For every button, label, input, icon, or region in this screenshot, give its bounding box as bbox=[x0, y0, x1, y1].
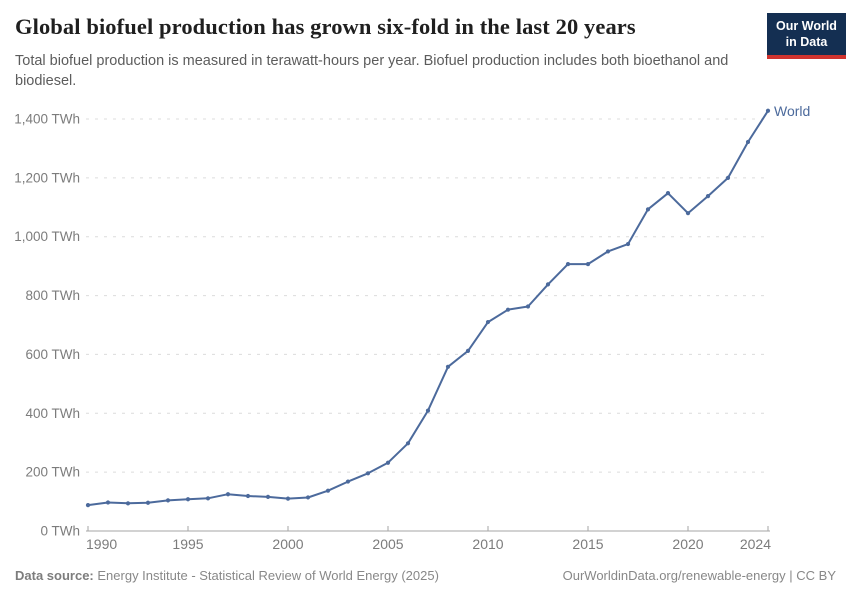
chart-footer: Data source: Energy Institute - Statisti… bbox=[15, 568, 836, 583]
owid-logo-line2: in Data bbox=[785, 34, 828, 49]
x-axis-tick-label: 2010 bbox=[472, 536, 503, 552]
data-point-marker[interactable] bbox=[145, 500, 151, 505]
data-point-marker[interactable] bbox=[185, 497, 191, 502]
data-point-marker[interactable] bbox=[765, 108, 771, 113]
chart-subtitle: Total biofuel production is measured in … bbox=[15, 53, 729, 89]
data-point-marker[interactable] bbox=[525, 304, 531, 309]
owid-logo[interactable]: Our World in Data bbox=[767, 13, 846, 60]
chart-title: Global biofuel production has grown six-… bbox=[15, 14, 636, 39]
y-axis-tick-label: 600 TWh bbox=[25, 347, 80, 362]
y-axis-tick-label: 1,000 TWh bbox=[14, 229, 80, 244]
world-series-line[interactable] bbox=[87, 109, 769, 507]
data-point-marker[interactable] bbox=[725, 175, 731, 180]
x-axis-tick-label: 2005 bbox=[372, 536, 403, 552]
y-axis-tick-label: 0 TWh bbox=[40, 524, 80, 539]
owid-logo-line1: Our World bbox=[776, 19, 837, 33]
data-point-marker[interactable] bbox=[205, 496, 211, 501]
y-axis-tick-label: 800 TWh bbox=[25, 288, 80, 303]
data-point-marker[interactable] bbox=[325, 488, 331, 493]
data-point-marker[interactable] bbox=[285, 496, 291, 501]
data-point-marker[interactable] bbox=[85, 503, 91, 508]
data-point-marker[interactable] bbox=[105, 500, 111, 505]
x-axis-tick-label: 2020 bbox=[672, 536, 703, 552]
data-point-marker[interactable] bbox=[305, 495, 311, 500]
x-axis-tick-label: 2015 bbox=[572, 536, 603, 552]
data-point-marker[interactable] bbox=[485, 319, 491, 325]
data-point-marker[interactable] bbox=[565, 261, 571, 267]
data-point-marker[interactable] bbox=[405, 441, 411, 446]
data-point-marker[interactable] bbox=[465, 348, 471, 353]
x-axis-tick-label: 1990 bbox=[86, 536, 117, 552]
data-point-marker[interactable] bbox=[505, 307, 511, 312]
data-point-marker[interactable] bbox=[425, 408, 431, 413]
data-point-marker[interactable] bbox=[385, 460, 391, 465]
y-axis-tick-label: 1,400 TWh bbox=[14, 112, 80, 127]
y-axis-tick-label: 400 TWh bbox=[25, 406, 80, 421]
y-axis-tick-label: 200 TWh bbox=[25, 465, 80, 480]
data-point-marker[interactable] bbox=[705, 194, 711, 199]
data-point-marker[interactable] bbox=[125, 501, 131, 506]
data-point-marker[interactable] bbox=[365, 471, 371, 476]
x-axis-tick-label: 2000 bbox=[272, 536, 303, 552]
data-point-marker[interactable] bbox=[165, 498, 171, 503]
data-source-label: Data source: bbox=[15, 568, 94, 583]
data-point-marker[interactable] bbox=[685, 211, 691, 216]
data-point-marker[interactable] bbox=[625, 241, 631, 247]
data-source: Data source: Energy Institute - Statisti… bbox=[15, 568, 439, 583]
data-source-text: Energy Institute - Statistical Review of… bbox=[97, 568, 439, 583]
data-point-marker[interactable] bbox=[585, 261, 591, 267]
data-point-marker[interactable] bbox=[225, 492, 231, 497]
data-point-marker[interactable] bbox=[545, 282, 551, 287]
data-point-marker[interactable] bbox=[605, 249, 611, 254]
data-point-marker[interactable] bbox=[265, 494, 271, 499]
data-point-marker[interactable] bbox=[645, 207, 651, 212]
data-point-marker[interactable] bbox=[345, 479, 351, 484]
y-axis-tick-label: 1,200 TWh bbox=[14, 170, 80, 185]
data-point-marker[interactable] bbox=[665, 191, 671, 196]
series-label-world[interactable]: World bbox=[774, 103, 810, 119]
data-point-marker[interactable] bbox=[745, 139, 751, 145]
data-point-marker[interactable] bbox=[445, 364, 451, 369]
credit-line[interactable]: OurWorldinData.org/renewable-energy | CC… bbox=[562, 568, 836, 583]
data-point-marker[interactable] bbox=[245, 493, 251, 499]
x-axis-tick-label: 1995 bbox=[172, 536, 203, 552]
x-axis-tick-label: 2024 bbox=[740, 536, 771, 552]
